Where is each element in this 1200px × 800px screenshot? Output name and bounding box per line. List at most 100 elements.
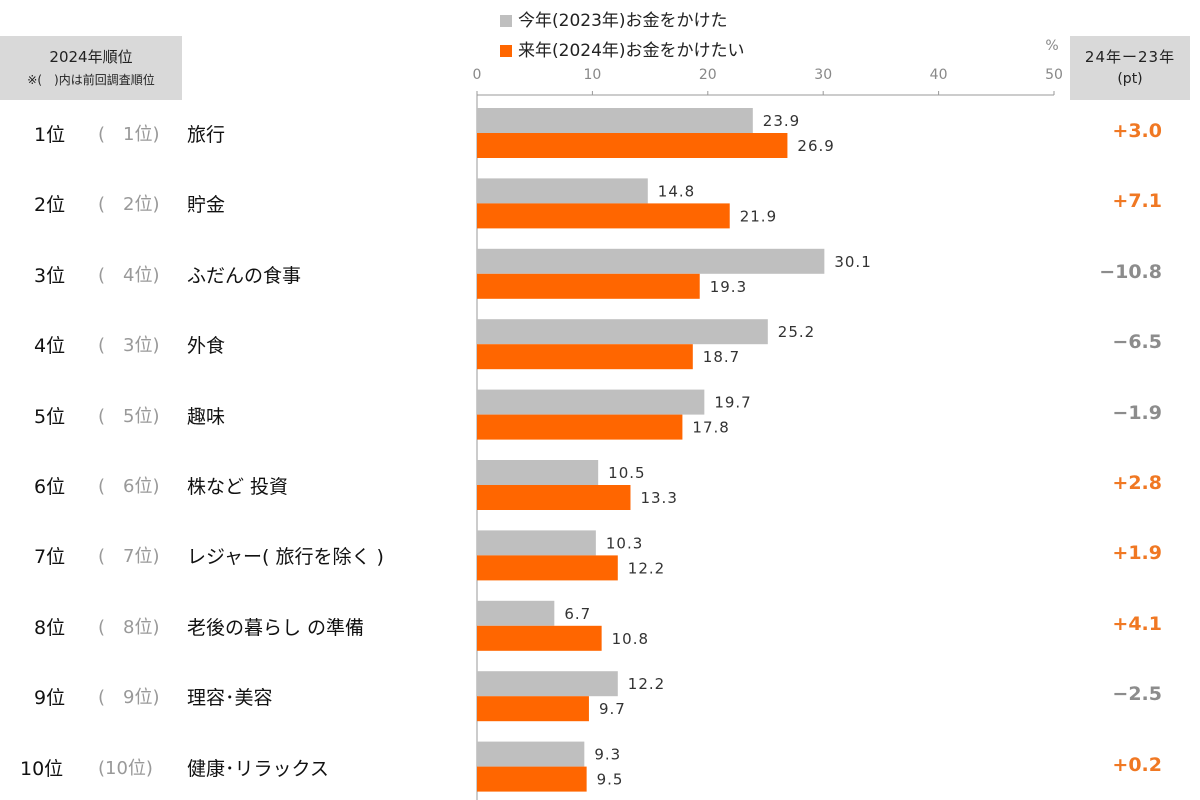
category-label: 外食 <box>187 335 226 358</box>
previous-rank-label: ( 8位) <box>98 616 160 638</box>
legend-item-2024: 来年(2024年)お金をかけたい <box>500 36 745 61</box>
value-label-2023: 19.7 <box>714 394 751 412</box>
x-tick-label: 10 <box>583 67 601 83</box>
bar-2024 <box>477 414 683 440</box>
bar-2024 <box>477 344 693 370</box>
rank-label: 6位 <box>34 476 66 498</box>
legend-label-2024: 来年(2024年)お金をかけたい <box>518 41 745 61</box>
value-label-2024: 9.7 <box>599 700 626 718</box>
value-label-2024: 17.8 <box>692 419 729 437</box>
rank-label: 8位 <box>34 616 66 639</box>
point-difference: +2.8 <box>1112 472 1162 494</box>
rank-label: 3位 <box>34 264 66 287</box>
point-difference: +0.2 <box>1112 753 1162 776</box>
bar-2024 <box>477 133 788 158</box>
diff-header-unit: (pt) <box>1117 71 1143 87</box>
bar-2023 <box>477 460 599 485</box>
value-label-2024: 9.5 <box>597 771 624 789</box>
value-label-2023: 30.1 <box>834 253 871 271</box>
rank-label: 7位 <box>34 546 66 569</box>
value-label-2023: 12.2 <box>628 675 665 693</box>
x-tick-label: 40 <box>930 67 948 83</box>
category-label: 理容･美容 <box>187 687 273 710</box>
previous-rank-label: ( 9位) <box>98 687 160 709</box>
value-label-2023: 9.3 <box>594 746 621 764</box>
category-label: 老後の暮らし の準備 <box>187 616 365 639</box>
point-difference: +1.9 <box>1112 542 1162 565</box>
value-label-2024: 18.7 <box>703 348 740 366</box>
value-label-2023: 23.9 <box>763 112 800 130</box>
previous-rank-label: ( 6位) <box>98 476 160 497</box>
previous-rank-label: ( 1位) <box>98 124 160 145</box>
category-label: 旅行 <box>187 124 226 146</box>
diff-header: 24年ー23年 (pt) <box>1070 36 1190 100</box>
value-label-2023: 10.5 <box>608 464 645 482</box>
bar-2024 <box>477 555 618 581</box>
rank-label: 10位 <box>20 757 64 780</box>
bar-2024 <box>477 766 587 792</box>
bar-2023 <box>477 600 555 626</box>
value-label-2024: 26.9 <box>797 137 834 155</box>
previous-rank-label: ( 3位) <box>98 335 160 357</box>
bar-2023 <box>477 319 768 345</box>
bar-2024 <box>477 696 589 722</box>
value-label-2024: 19.3 <box>710 278 747 296</box>
legend-label-2023: 今年(2023年)お金をかけた <box>518 11 728 31</box>
point-difference: −10.8 <box>1099 260 1162 283</box>
bar-2023 <box>477 248 825 274</box>
rank-label: 2位 <box>34 194 66 217</box>
value-label-2024: 13.3 <box>640 489 677 507</box>
category-label: レジャー( 旅行を除く ) <box>187 546 384 569</box>
bar-2023 <box>477 741 585 767</box>
rank-label: 5位 <box>34 405 66 428</box>
previous-rank-label: ( 4位) <box>98 264 160 286</box>
point-difference: −6.5 <box>1112 331 1162 354</box>
value-label-2023: 25.2 <box>778 323 815 341</box>
rank-label: 1位 <box>34 124 66 146</box>
value-label-2024: 10.8 <box>612 630 649 648</box>
bar-2024 <box>477 625 602 651</box>
bar-2023 <box>477 530 596 556</box>
value-label-2024: 21.9 <box>740 207 777 225</box>
point-difference: +4.1 <box>1112 612 1162 635</box>
bar-2023 <box>477 671 618 697</box>
rank-label: 9位 <box>34 687 66 710</box>
percent-unit-label: % <box>1045 38 1058 54</box>
rank-header-note: ※( )内は前回調査順位 <box>27 73 155 87</box>
previous-rank-label: ( 7位) <box>98 546 160 568</box>
category-label: ふだんの食事 <box>187 264 302 287</box>
point-difference: +7.1 <box>1112 190 1162 213</box>
legend-swatch-2023 <box>500 15 512 27</box>
rank-header-title: 2024年順位 <box>49 48 133 66</box>
bar-2024 <box>477 203 730 229</box>
x-tick-label: 50 <box>1045 67 1063 83</box>
legend-item-2023: 今年(2023年)お金をかけた <box>500 6 728 31</box>
x-tick-label: 0 <box>473 67 482 83</box>
bar-2024 <box>477 485 631 510</box>
previous-rank-label: ( 2位) <box>98 194 160 216</box>
previous-rank-label: (10位) <box>98 757 153 779</box>
x-tick-label: 30 <box>814 67 832 83</box>
diff-header-title: 24年ー23年 <box>1084 48 1176 66</box>
rank-label: 4位 <box>34 335 66 358</box>
value-label-2023: 10.3 <box>606 534 643 552</box>
category-label: 趣味 <box>187 405 226 428</box>
value-label-2023: 14.8 <box>658 182 695 200</box>
point-difference: −2.5 <box>1112 683 1162 706</box>
value-label-2023: 6.7 <box>564 605 591 623</box>
bar-2023 <box>477 389 705 415</box>
category-label: 株など 投資 <box>187 476 289 498</box>
category-label: 健康･リラックス <box>187 757 329 780</box>
bar-2023 <box>477 108 753 133</box>
point-difference: −1.9 <box>1112 401 1162 424</box>
previous-rank-label: ( 5位) <box>98 405 160 427</box>
bar-2024 <box>477 273 700 299</box>
bar-2023 <box>477 178 648 204</box>
point-difference: +3.0 <box>1112 120 1162 142</box>
rank-header: 2024年順位 ※( )内は前回調査順位 <box>0 36 182 100</box>
x-tick-label: 20 <box>699 67 717 83</box>
legend-swatch-2024 <box>500 45 512 57</box>
category-label: 貯金 <box>187 194 226 217</box>
value-label-2024: 12.2 <box>628 559 665 577</box>
